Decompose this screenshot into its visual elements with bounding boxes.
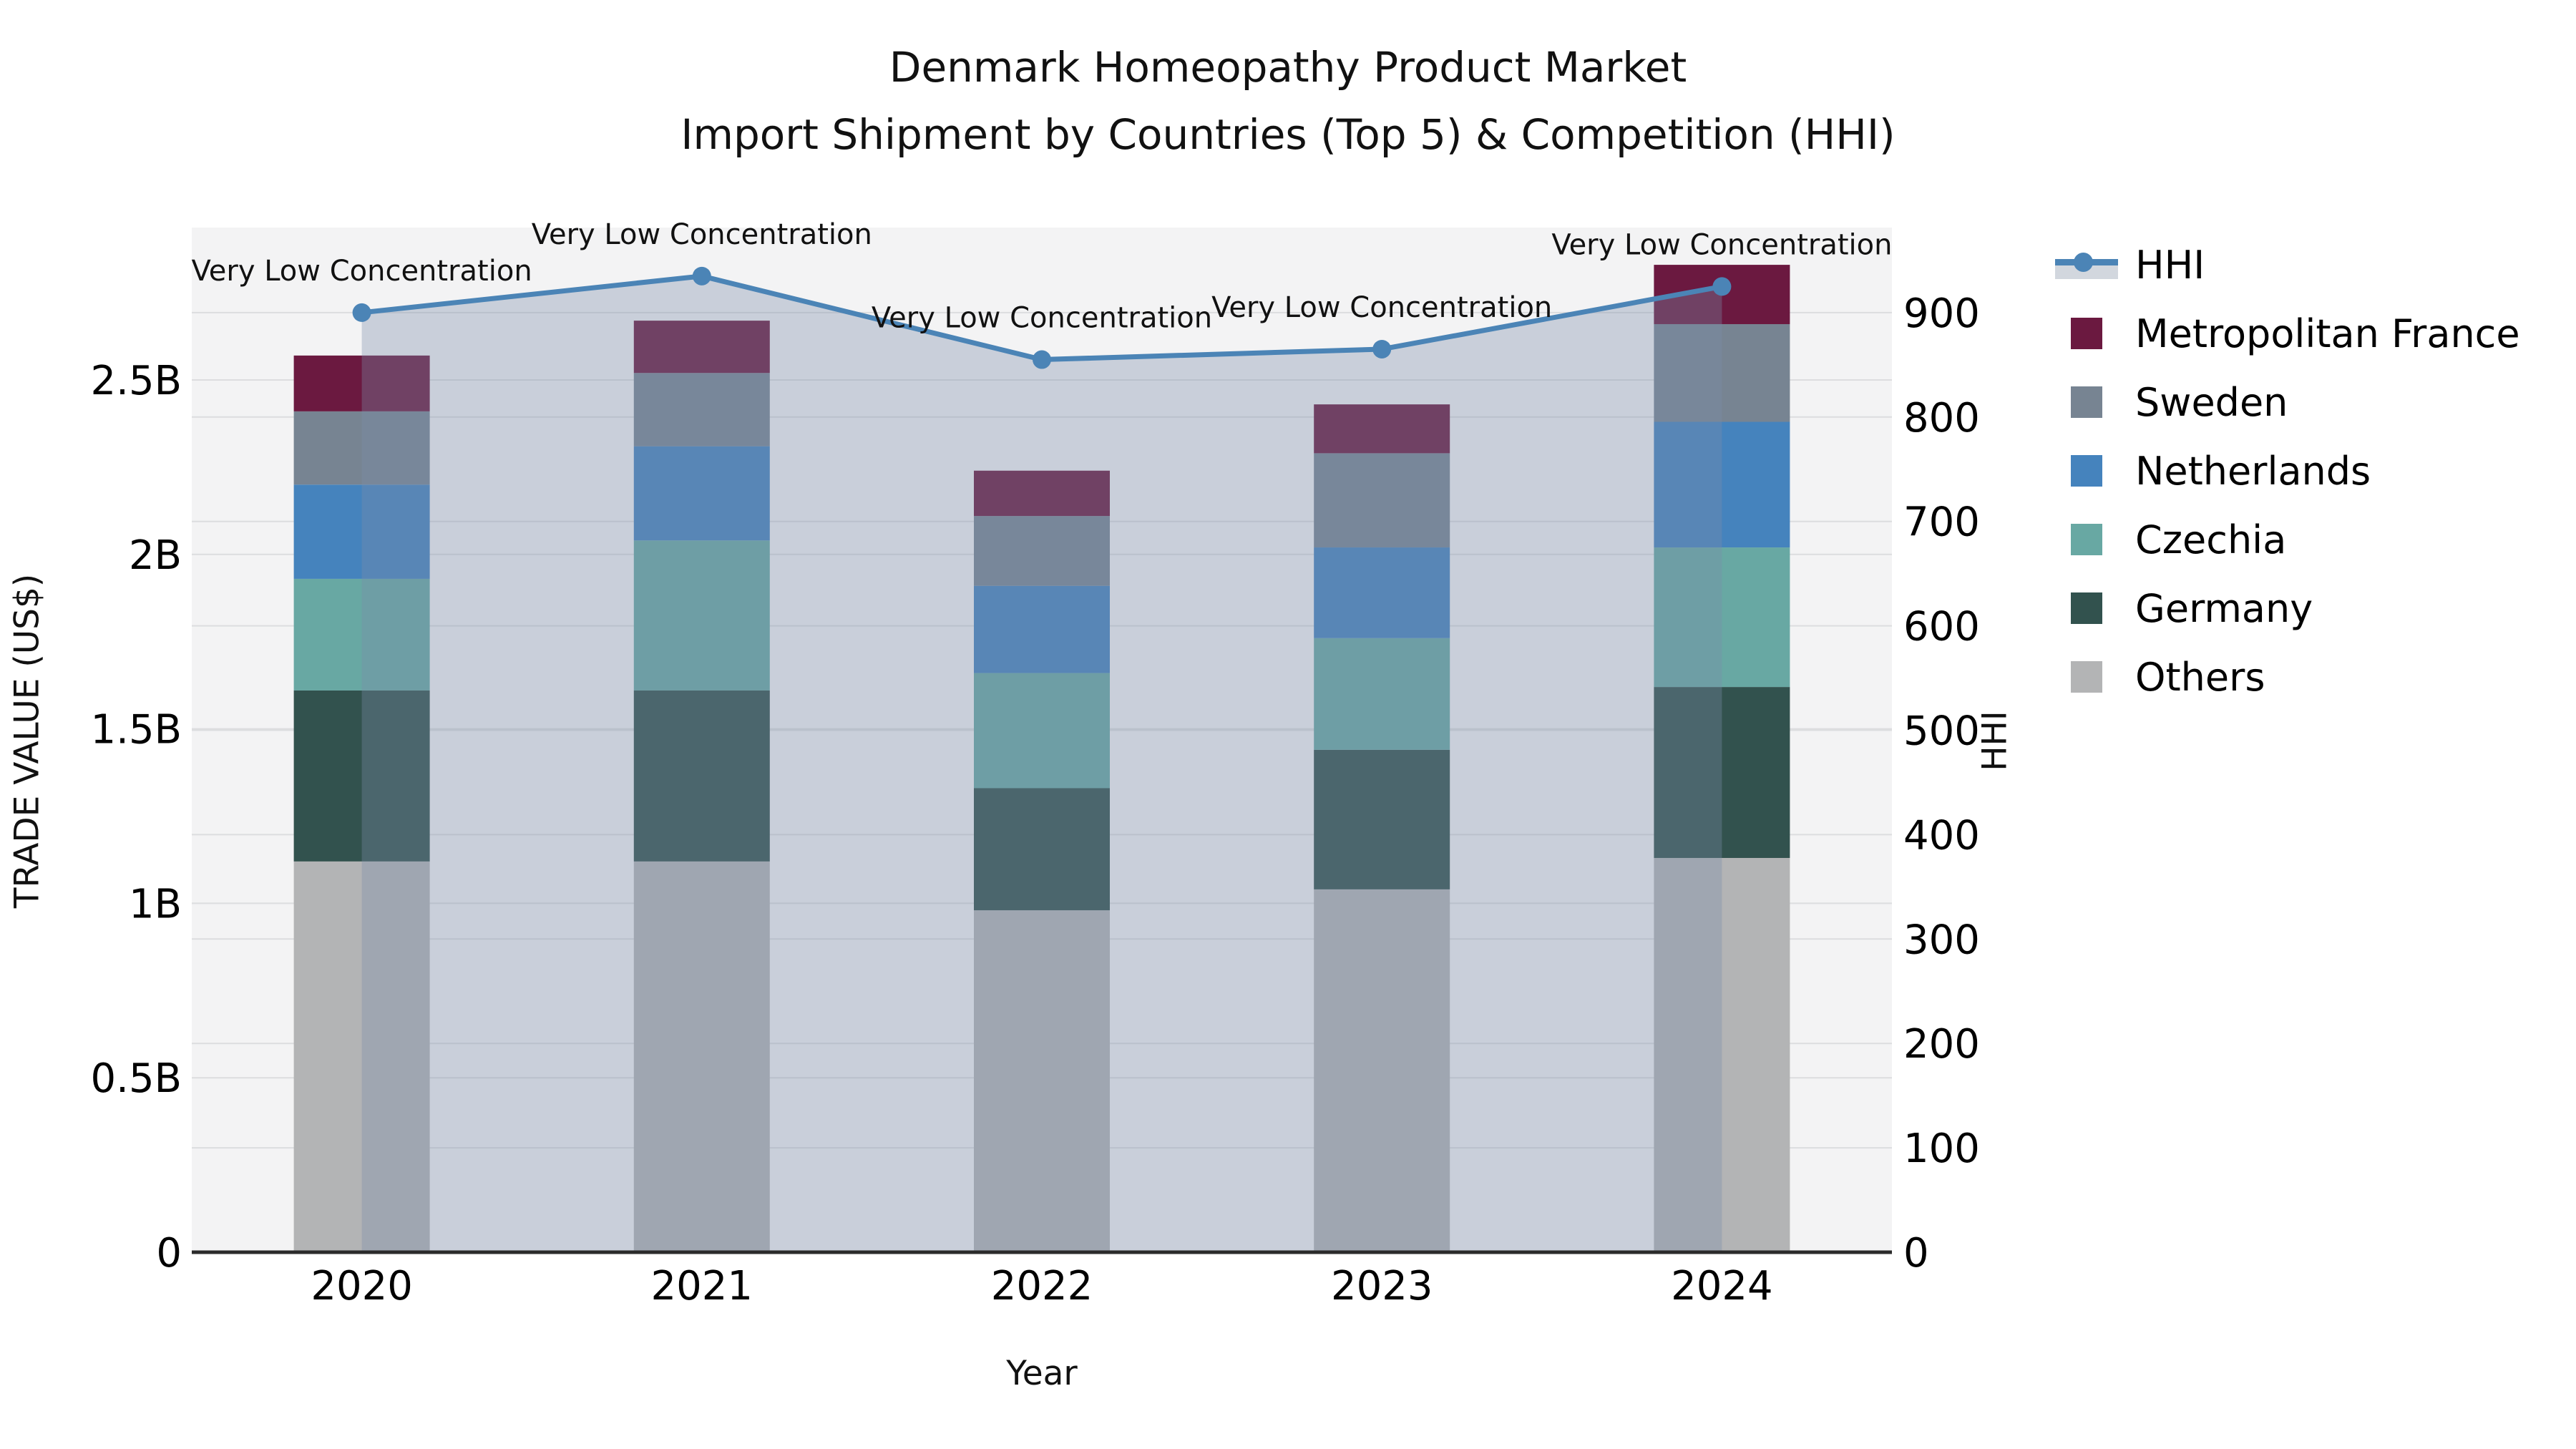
legend-item-hhi: HHI bbox=[2055, 230, 2520, 299]
legend-label-netherlands: Netherlands bbox=[2135, 448, 2371, 494]
y-right-tick-400: 400 bbox=[1903, 812, 1980, 859]
y-right-tick-0: 0 bbox=[1903, 1230, 1929, 1277]
legend-item-metropolitan-france: Metropolitan France bbox=[2055, 299, 2520, 368]
bar-segment-czechia-2020 bbox=[293, 578, 430, 691]
x-tick-label-2022: 2022 bbox=[991, 1263, 1093, 1309]
bar-segment-metropolitan-france-2022 bbox=[974, 470, 1110, 517]
hhi-annotation-2024: Very Low Concentration bbox=[1551, 228, 1892, 261]
x-tick-label-2020: 2020 bbox=[311, 1263, 413, 1309]
legend-label-others: Others bbox=[2135, 654, 2265, 700]
bar-segment-metropolitan-france-2023 bbox=[1314, 404, 1450, 454]
legend-swatch-icon-metropolitan-france bbox=[2071, 318, 2102, 349]
y-right-tick-100: 100 bbox=[1903, 1126, 1980, 1172]
y-left-tick-0: 0 bbox=[156, 1230, 182, 1277]
y-right-tick-900: 900 bbox=[1903, 291, 1980, 337]
y-right-tick-700: 700 bbox=[1903, 499, 1980, 546]
bar-segment-sweden-2021 bbox=[633, 373, 770, 447]
bar-segment-czechia-2023 bbox=[1314, 638, 1450, 750]
y-left-tick-2B: 2B bbox=[129, 532, 182, 579]
x-axis-label: Year bbox=[1006, 1354, 1078, 1393]
bar-segment-others-2021 bbox=[633, 861, 770, 1252]
legend-swatch-icon-netherlands bbox=[2071, 455, 2102, 487]
bar-segment-germany-2024 bbox=[1654, 687, 1790, 859]
hhi-line-sample-icon bbox=[2055, 249, 2118, 280]
bar-segment-germany-2021 bbox=[633, 690, 770, 862]
hhi-marker-2022 bbox=[1033, 350, 1051, 369]
legend-item-czechia: Czechia bbox=[2055, 505, 2520, 574]
y-left-tick-1.5B: 1.5B bbox=[91, 707, 182, 753]
y-right-tick-300: 300 bbox=[1903, 917, 1980, 963]
legend-swatch-icon-sweden bbox=[2071, 386, 2102, 418]
bar-segment-czechia-2024 bbox=[1654, 547, 1790, 688]
bar-segment-netherlands-2021 bbox=[633, 446, 770, 541]
y-right-tick-600: 600 bbox=[1903, 604, 1980, 650]
chart-title-line1: Denmark Homeopathy Product Market bbox=[889, 43, 1687, 92]
legend-item-sweden: Sweden bbox=[2055, 368, 2520, 436]
y-left-tick-0.5B: 0.5B bbox=[91, 1055, 182, 1102]
legend-label-metropolitan-france: Metropolitan France bbox=[2135, 311, 2520, 356]
bar-segment-sweden-2023 bbox=[1314, 453, 1450, 548]
bar-segment-netherlands-2024 bbox=[1654, 421, 1790, 548]
bar-segment-netherlands-2022 bbox=[974, 585, 1110, 673]
bar-segment-germany-2023 bbox=[1314, 749, 1450, 889]
bar-segment-netherlands-2023 bbox=[1314, 547, 1450, 638]
hhi-area-fill bbox=[361, 275, 1722, 1253]
bar-segment-metropolitan-france-2020 bbox=[293, 355, 430, 411]
bar-segment-others-2023 bbox=[1314, 889, 1450, 1252]
y-left-tick-2.5B: 2.5B bbox=[91, 358, 182, 404]
hhi-marker-2021 bbox=[692, 266, 711, 286]
legend-label-sweden: Sweden bbox=[2135, 379, 2288, 425]
hhi-annotation-2023: Very Low Concentration bbox=[1211, 291, 1552, 324]
bar-segment-sweden-2022 bbox=[974, 516, 1110, 586]
bar-segment-sweden-2024 bbox=[1654, 323, 1790, 422]
legend-label-germany: Germany bbox=[2135, 585, 2313, 631]
bar-segment-others-2020 bbox=[293, 861, 430, 1252]
legend-item-germany: Germany bbox=[2055, 574, 2520, 643]
legend-item-others: Others bbox=[2055, 643, 2520, 711]
y-right-tick-500: 500 bbox=[1903, 708, 1980, 755]
x-tick-label-2024: 2024 bbox=[1671, 1263, 1773, 1309]
y-right-tick-200: 200 bbox=[1903, 1021, 1980, 1068]
legend-swatch-icon-germany bbox=[2071, 592, 2102, 624]
bar-segment-germany-2022 bbox=[974, 788, 1110, 911]
y-right-tick-800: 800 bbox=[1903, 395, 1980, 441]
y-right-axis-label: HHI bbox=[1975, 711, 2015, 771]
legend: HHI Metropolitan France Sweden Netherlands C… bbox=[2055, 230, 2520, 711]
bar-segment-others-2024 bbox=[1654, 858, 1790, 1252]
bar-segment-czechia-2022 bbox=[974, 673, 1110, 789]
x-tick-label-2023: 2023 bbox=[1331, 1263, 1433, 1309]
hhi-marker-2023 bbox=[1372, 339, 1392, 358]
y-left-axis-label: TRADE VALUE (US$) bbox=[7, 573, 47, 909]
x-tick-label-2021: 2021 bbox=[651, 1263, 753, 1309]
bar-segment-others-2022 bbox=[974, 910, 1110, 1252]
bar-segment-netherlands-2020 bbox=[293, 484, 430, 579]
hhi-marker-2024 bbox=[1712, 277, 1732, 296]
legend-swatch-icon-czechia bbox=[2071, 524, 2102, 555]
chart-title-line2: Import Shipment by Countries (Top 5) & C… bbox=[680, 109, 1896, 159]
hhi-marker-2020 bbox=[352, 303, 371, 322]
y-left-tick-1B: 1B bbox=[129, 881, 182, 927]
bar-segment-czechia-2021 bbox=[633, 540, 770, 691]
legend-label-czechia: Czechia bbox=[2135, 517, 2287, 562]
bar-segment-germany-2020 bbox=[293, 690, 430, 862]
hhi-marker-dot-icon bbox=[2074, 253, 2093, 272]
hhi-annotation-2022: Very Low Concentration bbox=[872, 302, 1212, 335]
bar-segment-metropolitan-france-2021 bbox=[633, 321, 770, 374]
legend-swatch-icon-others bbox=[2071, 661, 2102, 693]
chart-title: Denmark Homeopathy Product Market Import… bbox=[0, 34, 2576, 169]
bar-segment-sweden-2020 bbox=[293, 411, 430, 485]
hhi-annotation-2020: Very Low Concentration bbox=[192, 255, 532, 288]
legend-item-netherlands: Netherlands bbox=[2055, 436, 2520, 505]
hhi-annotation-2021: Very Low Concentration bbox=[532, 218, 872, 251]
legend-label-hhi: HHI bbox=[2135, 242, 2205, 288]
